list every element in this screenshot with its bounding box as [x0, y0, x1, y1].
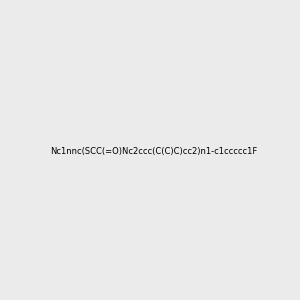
- Text: Nc1nnc(SCC(=O)Nc2ccc(C(C)C)cc2)n1-c1ccccc1F: Nc1nnc(SCC(=O)Nc2ccc(C(C)C)cc2)n1-c1cccc…: [50, 147, 257, 156]
